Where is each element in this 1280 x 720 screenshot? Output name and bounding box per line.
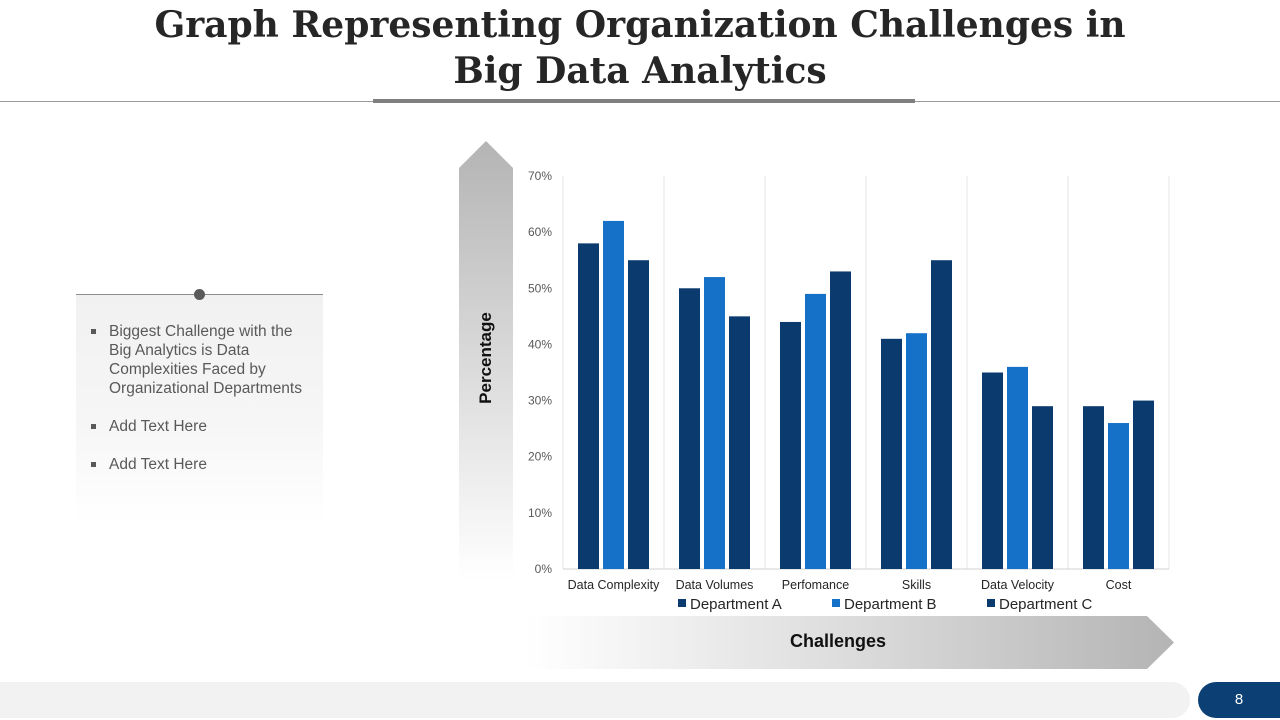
y-axis-title: Percentage [476, 312, 495, 404]
bar [1032, 406, 1053, 569]
x-tick-label: Data Complexity [568, 578, 660, 592]
bar [578, 243, 599, 569]
text-panel-dot [194, 289, 205, 300]
y-tick-label: 30% [528, 394, 552, 408]
legend-label: Department B [844, 596, 937, 613]
bullet-item: Add Text Here [90, 455, 316, 474]
bar [679, 288, 700, 569]
legend-label: Department A [690, 596, 782, 613]
x-tick-label: Data Velocity [981, 578, 1055, 592]
bar [881, 338, 902, 569]
legend-label: Department C [999, 596, 1093, 613]
y-tick-label: 70% [528, 169, 552, 183]
y-axis-arrow [459, 141, 513, 581]
title-underline [373, 99, 915, 103]
bullet-item: Biggest Challenge with the Big Analytics… [90, 322, 316, 398]
slide-title: Graph Representing Organization Challeng… [0, 2, 1280, 94]
x-tick-label: Skills [902, 578, 931, 592]
x-axis-title: Challenges [790, 631, 887, 651]
slide-title-line-1: Graph Representing Organization Challeng… [154, 4, 1126, 46]
bar [780, 321, 801, 569]
text-panel [76, 295, 323, 525]
bar [931, 260, 952, 569]
y-tick-label: 60% [528, 225, 552, 239]
y-tick-label: 50% [528, 281, 552, 295]
bar [805, 293, 826, 569]
bar [1007, 366, 1028, 569]
bar [1083, 406, 1104, 569]
y-tick-label: 40% [528, 337, 552, 351]
bar-chart: 0% 10% 20% 30% 40% 50% 60% 70% Data Complexity Da… [528, 169, 1170, 613]
y-tick-label: 0% [535, 562, 553, 576]
y-tick-label: 10% [528, 506, 552, 520]
bar [729, 316, 750, 569]
slide-title-line-2: Big Data Analytics [453, 50, 827, 92]
footer-bar [0, 682, 1190, 718]
bar [1133, 400, 1154, 569]
page-number: 8 [1198, 682, 1280, 718]
legend-swatch [678, 599, 686, 607]
bar [603, 220, 624, 569]
bar [704, 277, 725, 569]
bar [906, 333, 927, 569]
x-tick-label: Data Volumes [676, 578, 754, 592]
bullet-item: Add Text Here [90, 417, 316, 436]
bar [830, 271, 851, 569]
x-tick-label: Cost [1106, 578, 1132, 592]
bar [982, 372, 1003, 569]
x-tick-label: Perfomance [782, 578, 849, 592]
bar [628, 260, 649, 569]
legend-swatch [987, 599, 995, 607]
legend-swatch [832, 599, 840, 607]
bar [1108, 423, 1129, 569]
y-tick-label: 20% [528, 450, 552, 464]
bullet-list: Biggest Challenge with the Big Analytics… [90, 322, 316, 493]
x-axis-arrow [526, 616, 1174, 669]
